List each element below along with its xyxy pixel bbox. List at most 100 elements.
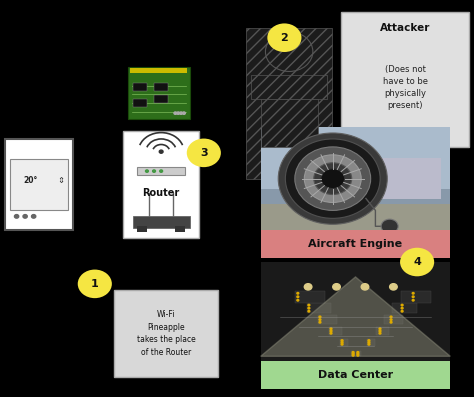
Text: (Does not
have to be
physically
present): (Does not have to be physically present) [383,65,428,110]
Circle shape [308,307,310,309]
Circle shape [295,147,371,210]
Circle shape [341,341,343,343]
Bar [261,127,450,230]
Circle shape [412,293,414,294]
Circle shape [357,355,359,356]
Circle shape [330,328,332,330]
Bar [251,75,327,99]
Circle shape [180,112,182,114]
Circle shape [390,316,392,318]
Circle shape [330,333,332,334]
Bar [261,127,450,189]
Circle shape [14,214,18,218]
Circle shape [177,112,180,114]
Circle shape [78,270,112,298]
Circle shape [304,283,312,290]
Bar [246,28,332,179]
Circle shape [330,330,332,332]
Bar [295,291,326,303]
Circle shape [319,316,321,318]
Bar [123,131,199,238]
Circle shape [401,304,403,306]
Text: 1: 1 [91,279,99,289]
Bar [261,99,318,147]
Circle shape [412,296,414,298]
Circle shape [400,248,434,276]
Circle shape [368,343,370,345]
Circle shape [379,330,381,332]
Text: Aircraft Engine: Aircraft Engine [309,239,402,249]
Text: Data Center: Data Center [318,370,393,380]
Bar [137,167,185,175]
Circle shape [412,299,414,301]
Bar [128,67,190,119]
Bar [130,68,187,73]
Bar [261,230,450,258]
Text: 2: 2 [281,33,288,43]
Circle shape [174,112,177,114]
Bar [154,95,168,103]
Text: Wi-Fi
Pineapple
takes the place
of the Router: Wi-Fi Pineapple takes the place of the R… [137,310,195,357]
Circle shape [308,310,310,312]
Circle shape [341,343,343,345]
Bar [133,83,147,91]
Circle shape [23,214,27,218]
Circle shape [159,150,163,153]
Circle shape [368,341,370,343]
Text: 20°: 20° [24,175,38,185]
Circle shape [379,333,381,334]
Circle shape [379,328,381,330]
Bar [367,339,375,345]
Bar [375,327,389,335]
Bar [133,99,147,107]
Circle shape [285,139,380,218]
Circle shape [361,283,369,290]
Bar [328,327,342,335]
Circle shape [187,139,221,167]
Circle shape [341,340,343,341]
Text: Attacker: Attacker [380,23,430,33]
Circle shape [357,352,359,353]
Bar [365,158,441,199]
Circle shape [182,112,185,114]
Bar [341,12,469,147]
Bar [5,139,73,230]
Text: ⇕: ⇕ [58,175,64,185]
Circle shape [297,299,299,301]
Bar [114,290,218,377]
Circle shape [368,340,370,341]
Bar [137,226,147,232]
Circle shape [352,355,354,356]
Bar [261,204,450,230]
Bar [384,315,403,324]
Circle shape [278,133,387,224]
Circle shape [390,319,392,320]
Circle shape [319,322,321,323]
Circle shape [267,23,301,52]
Circle shape [352,352,354,353]
Bar [261,262,450,361]
Circle shape [308,304,310,306]
Text: Router: Router [143,187,180,198]
Circle shape [314,163,352,195]
Text: 3: 3 [200,148,208,158]
Bar [175,226,185,232]
Circle shape [146,170,148,172]
Circle shape [31,214,36,218]
Circle shape [390,283,397,290]
Circle shape [401,310,403,312]
Circle shape [319,319,321,320]
Bar [359,351,361,357]
Circle shape [357,353,359,355]
Circle shape [160,170,163,172]
Bar [261,361,450,389]
Circle shape [352,353,354,355]
Circle shape [401,307,403,309]
Circle shape [321,169,345,189]
Circle shape [297,293,299,294]
Polygon shape [261,277,450,357]
Bar [307,303,331,313]
Circle shape [381,219,398,233]
Bar [10,159,68,210]
Circle shape [390,322,392,323]
